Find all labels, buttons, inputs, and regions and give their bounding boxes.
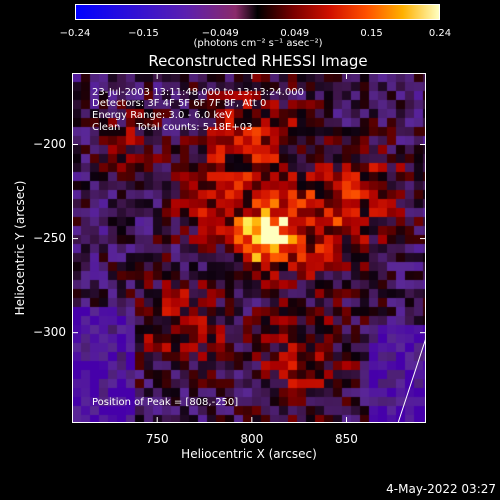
- colorbar-tick-label: −0.049: [201, 28, 239, 39]
- colorbar: [75, 4, 440, 20]
- y-axis-label: Heliocentric Y (arcsec): [13, 180, 27, 316]
- annotation-peak: Position of Peak = [808,-250]: [92, 397, 239, 408]
- annotation-clean: Clean Total counts: 5.18E+03: [92, 122, 253, 133]
- x-axis-label: Heliocentric X (arcsec): [181, 447, 317, 461]
- colorbar-units: (photons cm⁻² s⁻¹ asec⁻²): [193, 38, 323, 49]
- colorbar-tick-label: 0.15: [360, 28, 383, 39]
- plot-area: 23-Jul-2003 13:11:48.000 to 13:13:24.000…: [72, 73, 426, 423]
- plot-frame: [72, 73, 426, 423]
- timestamp: 4-May-2022 03:27: [386, 482, 496, 496]
- y-tick-label: −200: [33, 136, 66, 151]
- colorbar-tick-label: 0.24: [428, 28, 452, 39]
- colorbar-tick-label: 0.049: [280, 28, 310, 39]
- colorbar-tick-label: −0.15: [128, 28, 159, 39]
- y-tick-label: −250: [33, 230, 66, 245]
- x-tick-label: 800: [240, 432, 264, 446]
- chart-title: Reconstructed RHESSI Image: [148, 52, 368, 70]
- y-tick-label: −300: [33, 324, 66, 339]
- x-tick-label: 750: [145, 432, 169, 446]
- plot-overlay: [72, 73, 426, 423]
- solar-limb: [397, 337, 426, 423]
- annotation-detectors: Detectors: 3F 4F 5F 6F 7F 8F, Att 0: [92, 98, 267, 109]
- heatmap-image: [72, 73, 426, 423]
- annotation-energy: Energy Range: 3.0 - 6.0 keV: [92, 110, 232, 121]
- colorbar-tick-label: −0.24: [59, 28, 91, 39]
- annotation-time-range: 23-Jul-2003 13:11:48.000 to 13:13:24.000: [92, 87, 304, 98]
- x-tick-label: 850: [335, 432, 358, 446]
